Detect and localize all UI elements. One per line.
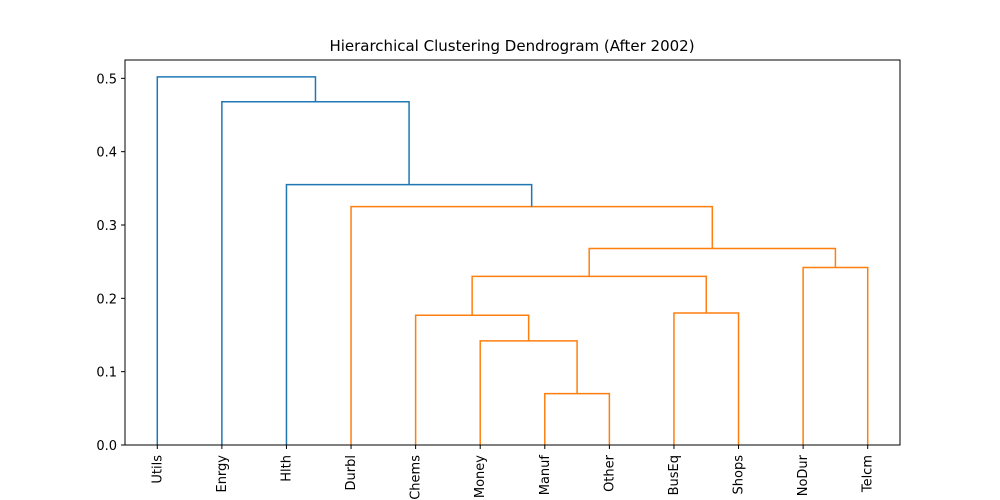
plot-frame [124, 59, 901, 446]
leaf-label: NoDur [796, 454, 811, 496]
dendrogram-links [156, 76, 869, 445]
y-tick-label: 0.2 [96, 292, 117, 307]
leaf-label: Durbl [344, 455, 359, 490]
dendrogram-link-c10 [221, 101, 410, 445]
dendrogram-link-c11 [156, 76, 317, 445]
leaf-label: Enrgy [215, 455, 230, 493]
y-tick-label: 0.1 [96, 366, 117, 381]
leaf-label: Shops [732, 455, 747, 495]
dendrogram-link-c8 [350, 205, 714, 445]
leaf-label: Hlth [279, 455, 294, 482]
leaf-label: Other [602, 454, 617, 492]
dendrogram-link-c2 [479, 340, 578, 445]
dendrogram-link-c7 [588, 247, 837, 277]
y-axis: 0.0 0.1 0.2 0.3 0.4 0.5 [96, 72, 125, 454]
y-tick-label: 0.4 [96, 146, 117, 161]
leaf-label: BusEq [667, 455, 682, 495]
y-tick-label: 0.5 [96, 72, 117, 87]
leaf-label: Telcm [861, 455, 876, 493]
leaf-label: Chems [409, 455, 424, 500]
dendrogram-link-c1 [544, 392, 611, 445]
leaf-label: Manuf [538, 455, 553, 496]
dendrogram-link-c9 [285, 183, 533, 445]
dendrogram-link-c5 [471, 275, 707, 316]
leaf-label: Utils [150, 455, 165, 484]
y-tick-label: 0.3 [96, 219, 117, 234]
x-axis: Utils Enrgy Hlth Durbl Chems Money Manuf Other B… [150, 445, 876, 500]
y-tick-label: 0.0 [96, 439, 117, 454]
dendrogram-link-c4 [673, 312, 740, 445]
dendrogram-link-c6 [802, 266, 869, 445]
chart-title: Hierarchical Clustering Dendrogram (Afte… [329, 37, 694, 55]
dendrogram-link-c3 [414, 314, 530, 445]
leaf-label: Money [473, 455, 488, 498]
